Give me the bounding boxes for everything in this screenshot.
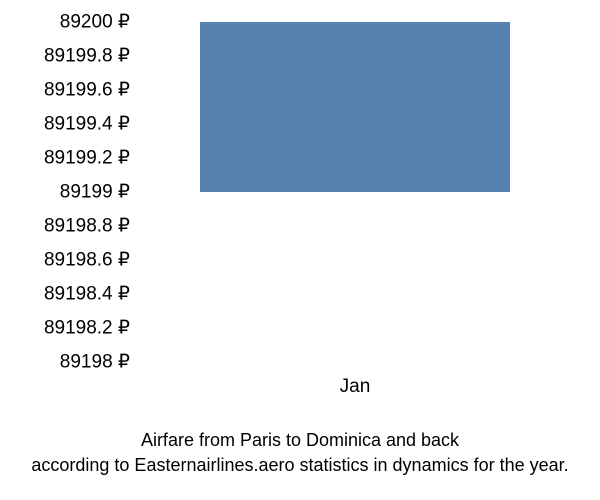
caption-line-2: according to Easternairlines.aero statis… xyxy=(0,453,600,478)
y-tick-label: 89200 ₽ xyxy=(0,11,130,34)
airfare-chart: 89198 ₽ 89198.2 ₽ 89198.4 ₽ 89198.6 ₽ 89198.… xyxy=(0,0,600,500)
x-tick-label: Jan xyxy=(340,376,371,398)
y-tick-label: 89199 ₽ xyxy=(0,181,130,204)
y-tick-label: 89198.2 ₽ xyxy=(0,317,130,340)
y-tick-label: 89199.2 ₽ xyxy=(0,147,130,170)
y-tick-label: 89199.4 ₽ xyxy=(0,113,130,136)
y-tick-label: 89198.4 ₽ xyxy=(0,283,130,306)
bar xyxy=(200,22,510,192)
chart-caption: Airfare from Paris to Dominica and back … xyxy=(0,428,600,478)
y-tick-label: 89198 ₽ xyxy=(0,351,130,374)
y-axis: 89198 ₽89198.2 ₽89198.4 ₽89198.6 ₽89198.… xyxy=(0,22,130,362)
y-tick-label: 89199.8 ₽ xyxy=(0,45,130,68)
y-tick-label: 89198.8 ₽ xyxy=(0,215,130,238)
caption-line-1: Airfare from Paris to Dominica and back xyxy=(0,428,600,453)
y-tick-label: 89199.6 ₽ xyxy=(0,79,130,102)
y-tick-label: 89198.6 ₽ xyxy=(0,249,130,272)
